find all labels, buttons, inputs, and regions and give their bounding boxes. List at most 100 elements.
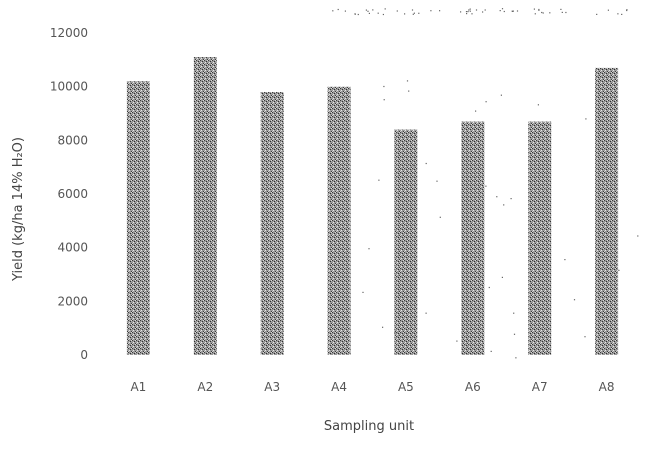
noise-dot	[485, 101, 487, 103]
x-axis-title: Sampling unit	[324, 419, 414, 434]
bar-a1	[126, 81, 150, 356]
noise-dot	[469, 10, 471, 12]
noise-dot	[394, 331, 396, 333]
noise-dot	[637, 235, 639, 237]
noise-dot	[471, 13, 473, 15]
y-axis-ticks: 0 2000 4000 6000 8000 10000 12000	[50, 26, 88, 362]
bars-group	[126, 57, 619, 356]
noise-dot	[396, 10, 398, 12]
noise-dot	[618, 269, 620, 271]
noise-dot	[621, 13, 623, 15]
noise-dot	[337, 8, 339, 11]
noise-dot	[600, 120, 602, 122]
noise-dot	[475, 110, 477, 112]
noise-dot	[500, 94, 502, 96]
noise-dot	[596, 13, 598, 15]
noise-dot	[513, 333, 516, 335]
noise-dot	[503, 204, 505, 206]
noise-dot	[516, 10, 519, 12]
noise-dot	[475, 9, 478, 11]
noise-dot	[542, 12, 544, 14]
noise-dot	[485, 185, 487, 187]
y-axis-title: Yield (kg/ha 14% H₂O)	[11, 137, 26, 282]
x-axis-ticks: A1 A2 A3 A4 A5 A6 A7 A8	[130, 380, 614, 394]
noise-dot	[503, 10, 505, 13]
y-tick-label-12000: 12000	[50, 26, 88, 40]
noise-dot	[368, 248, 370, 250]
y-tick-label-4000: 4000	[57, 241, 88, 255]
noise-dot	[439, 216, 441, 218]
noise-dot	[382, 326, 384, 328]
noise-dot	[607, 9, 609, 11]
noise-dot	[377, 12, 379, 14]
noise-dot	[617, 13, 619, 15]
bar-a8	[595, 67, 619, 356]
noise-dot	[404, 13, 406, 15]
x-tick-label-a2: A2	[197, 380, 213, 394]
y-tick-label-6000: 6000	[57, 187, 88, 201]
noise-dot	[467, 11, 469, 13]
noise-dot	[533, 8, 535, 10]
noise-dot	[561, 11, 563, 13]
x-tick-label-a4: A4	[331, 380, 347, 394]
scan-noise	[332, 8, 639, 359]
noise-dot	[378, 179, 380, 181]
y-tick-label-2000: 2000	[57, 294, 88, 308]
noise-dot	[512, 10, 514, 12]
noise-dot	[482, 11, 484, 13]
noise-dot	[408, 90, 410, 92]
noise-dot	[354, 13, 356, 15]
x-tick-label-a7: A7	[532, 380, 548, 394]
noise-dot	[413, 12, 415, 14]
noise-dot	[612, 196, 614, 198]
noise-dot	[430, 10, 432, 12]
noise-dot	[496, 196, 498, 198]
noise-dot	[488, 286, 490, 289]
noise-dot	[406, 80, 409, 82]
noise-dot	[383, 99, 385, 101]
noise-dot	[573, 299, 576, 301]
noise-dot	[515, 357, 517, 359]
bar-a3	[260, 92, 284, 355]
noise-dot	[584, 336, 586, 338]
noise-dot	[412, 13, 414, 15]
noise-dot	[465, 11, 468, 13]
noise-dot	[456, 340, 458, 342]
noise-dot	[439, 10, 441, 12]
x-tick-label-a5: A5	[398, 380, 414, 394]
x-tick-label-a6: A6	[465, 380, 481, 394]
noise-dot	[383, 85, 385, 88]
noise-dot	[510, 198, 512, 200]
noise-dot	[466, 13, 468, 15]
noise-dot	[436, 180, 438, 182]
noise-dot	[365, 9, 367, 11]
noise-dot	[367, 10, 369, 12]
noise-dot	[549, 12, 551, 14]
y-tick-label-0: 0	[80, 348, 88, 362]
noise-dot	[626, 9, 628, 11]
noise-dot	[425, 162, 427, 165]
noise-dot	[545, 189, 548, 191]
bar-a4	[327, 86, 351, 355]
noise-dot	[501, 8, 504, 10]
noise-dot	[468, 9, 470, 11]
noise-dot	[534, 13, 536, 15]
noise-dot	[490, 350, 492, 352]
noise-dot	[538, 9, 540, 11]
noise-dot	[538, 8, 540, 11]
noise-dot	[382, 13, 384, 16]
y-tick-label-10000: 10000	[50, 80, 88, 94]
bar-a7	[528, 121, 552, 355]
noise-dot	[411, 9, 414, 11]
noise-dot	[626, 9, 628, 12]
bar-a6	[461, 121, 485, 355]
noise-dot	[362, 291, 364, 293]
noise-dot	[425, 312, 427, 314]
bar-a5	[394, 129, 418, 355]
noise-dot	[384, 8, 386, 10]
noise-dot	[585, 118, 587, 120]
noise-dot	[469, 8, 471, 10]
noise-dot	[564, 259, 566, 261]
